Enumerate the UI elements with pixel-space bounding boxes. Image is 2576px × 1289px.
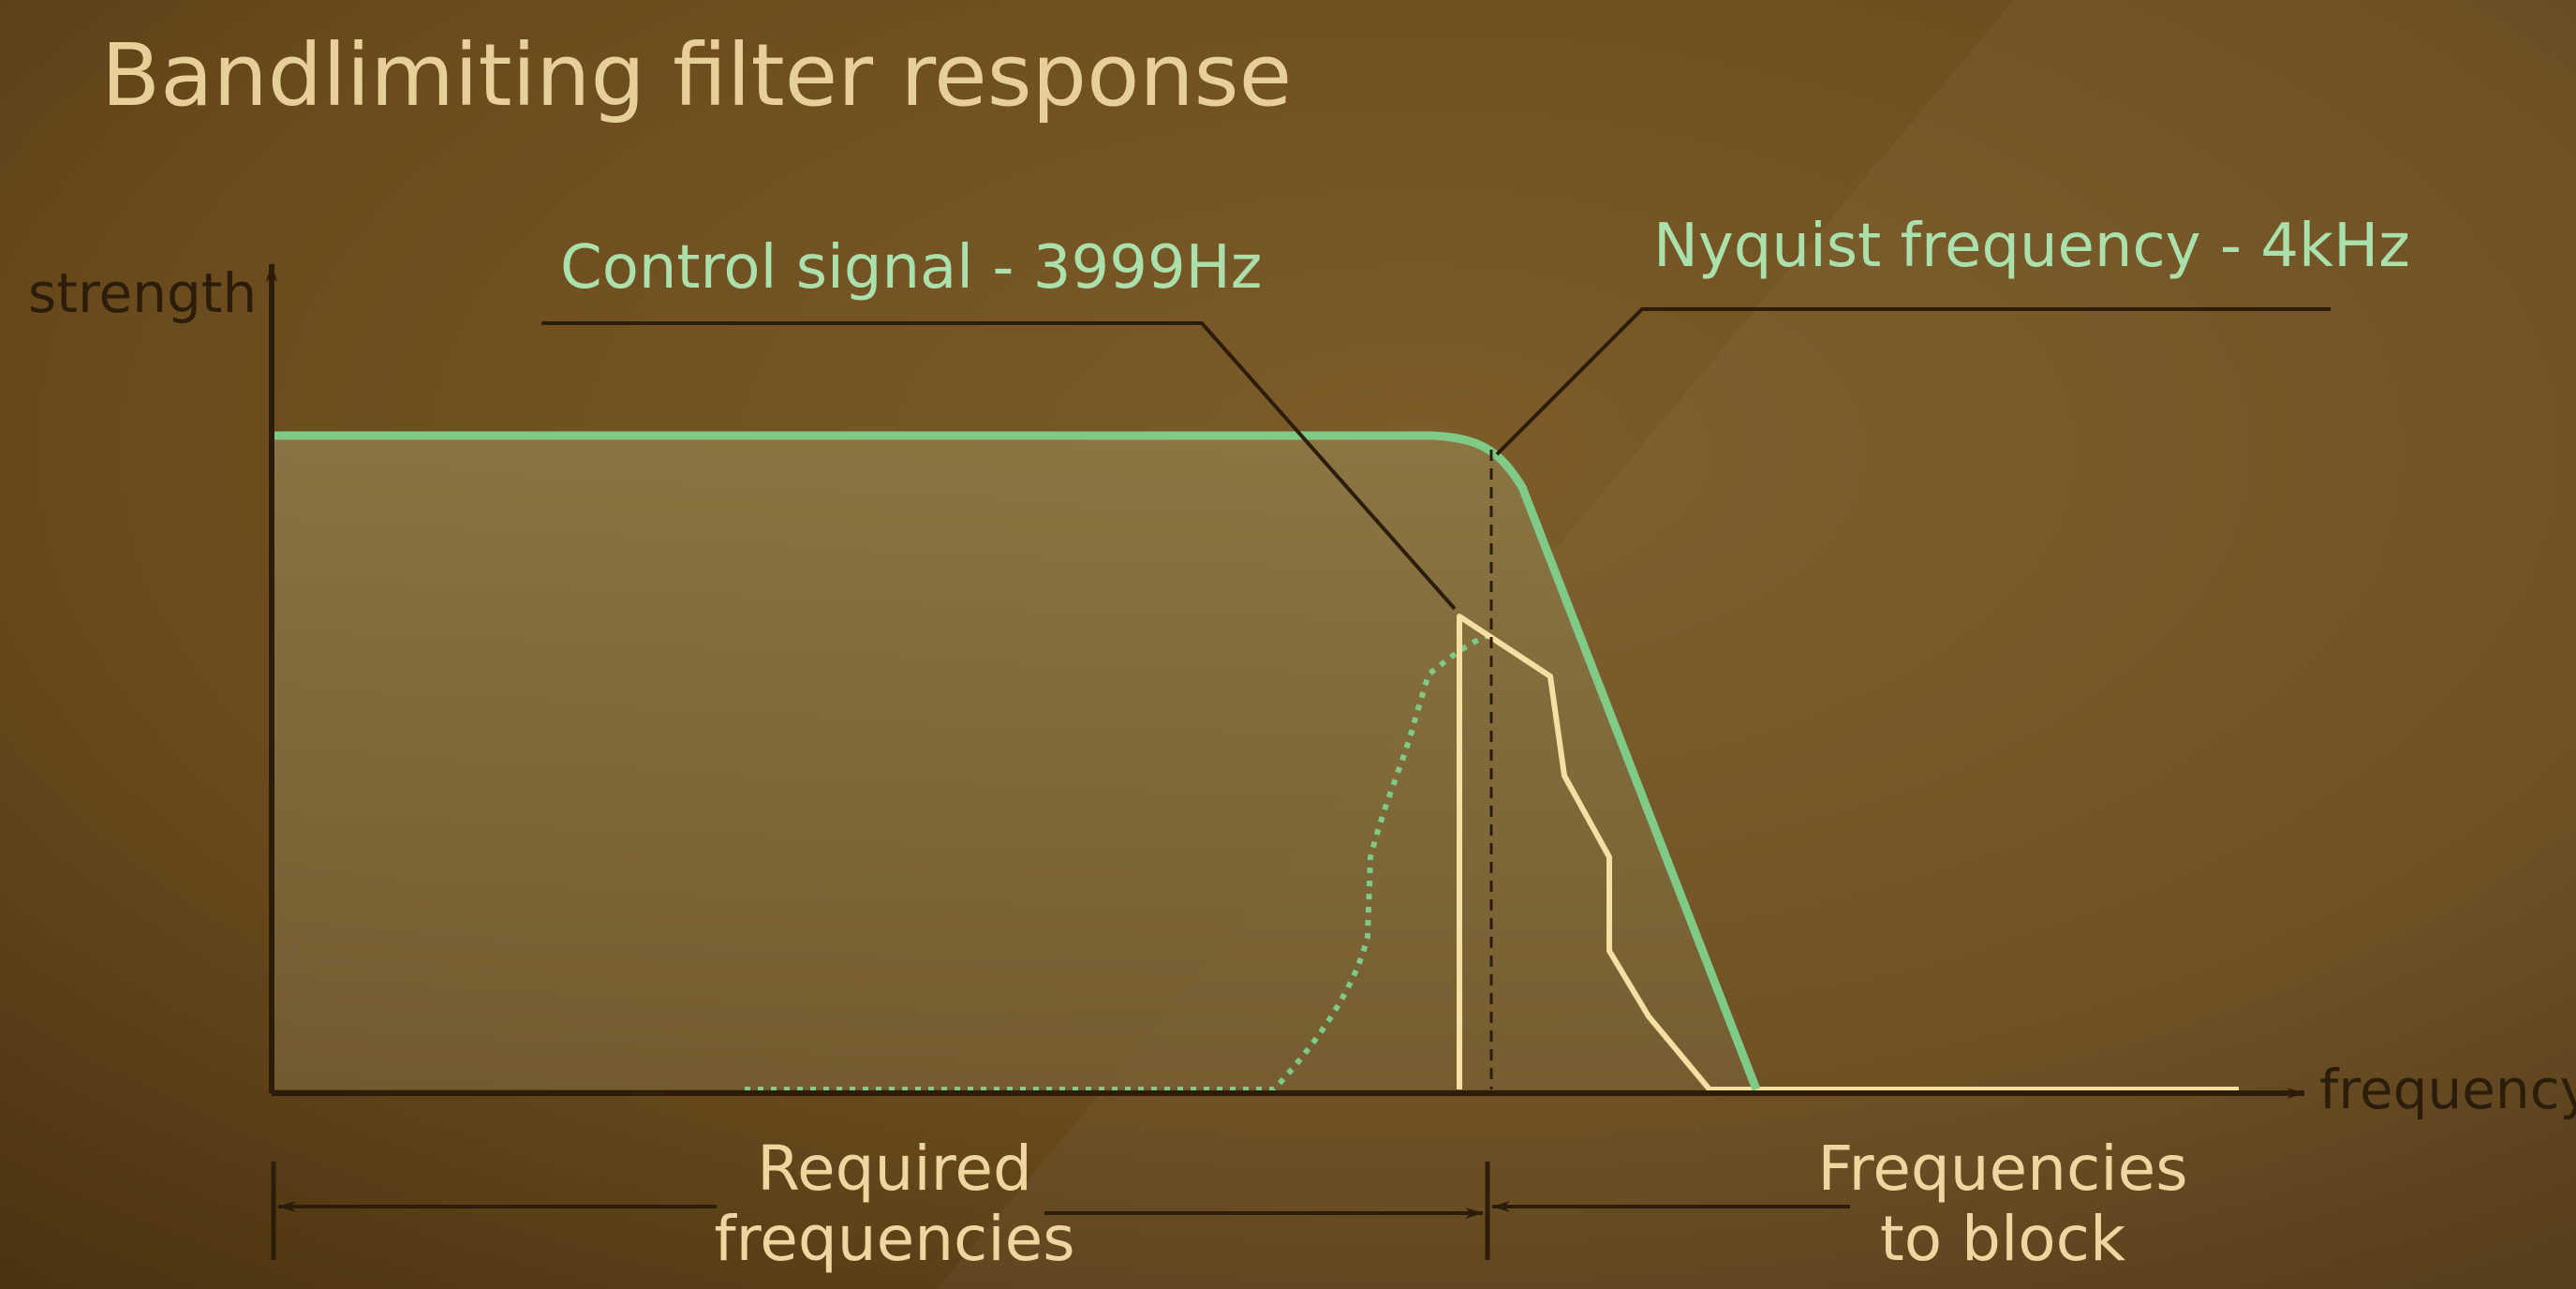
diagram-title: Bandlimiting filter response: [101, 25, 1292, 126]
required-label-line2: frequencies: [714, 1203, 1074, 1275]
y-axis-label: strength: [28, 261, 257, 325]
block-label-line2: to block: [1880, 1203, 2126, 1275]
filter-passband-area: [274, 436, 1756, 1089]
required-label-line1: Required: [757, 1133, 1032, 1205]
control-signal-label: Control signal - 3999Hz: [560, 233, 1262, 303]
nyquist-label: Nyquist frequency - 4kHz: [1653, 212, 2410, 281]
block-label-line1: Frequencies: [1817, 1133, 2187, 1205]
x-axis-label: frequency: [2319, 1058, 2576, 1121]
